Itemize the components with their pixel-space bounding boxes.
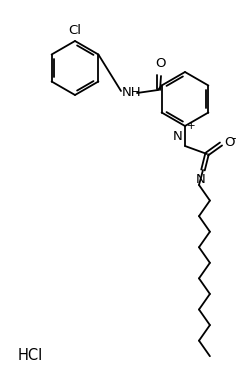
Text: NH: NH	[122, 86, 142, 99]
Text: +: +	[187, 121, 196, 131]
Text: HCl: HCl	[18, 348, 43, 363]
Text: Cl: Cl	[68, 24, 82, 37]
Text: N: N	[172, 130, 182, 143]
Text: N: N	[196, 173, 206, 186]
Text: -: -	[231, 133, 236, 145]
Text: O: O	[155, 57, 165, 70]
Text: O: O	[224, 136, 235, 149]
